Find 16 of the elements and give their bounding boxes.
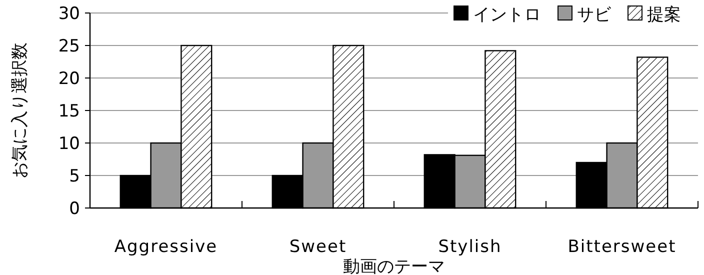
legend-label: イントロ <box>473 5 541 25</box>
x-tick-label: Aggressive <box>114 237 218 257</box>
y-tick-label: 0 <box>69 199 80 219</box>
y-axis-title: お気に入り選択数 <box>10 42 30 178</box>
y-tick-label: 5 <box>69 166 80 186</box>
y-tick-label: 20 <box>58 69 80 89</box>
legend-label: サビ <box>577 5 612 25</box>
x-tick-label: Bittersweet <box>568 237 676 257</box>
legend-label: 提案 <box>647 5 681 25</box>
x-axis-title: 動画のテーマ <box>343 257 445 275</box>
y-tick-label: 25 <box>58 36 80 56</box>
y-tick-label: 15 <box>58 102 80 122</box>
y-tick-label: 30 <box>58 4 80 24</box>
x-tick-label: Sweet <box>289 237 347 257</box>
y-tick-label: 10 <box>58 134 80 154</box>
x-tick-label: Stylish <box>438 237 502 257</box>
